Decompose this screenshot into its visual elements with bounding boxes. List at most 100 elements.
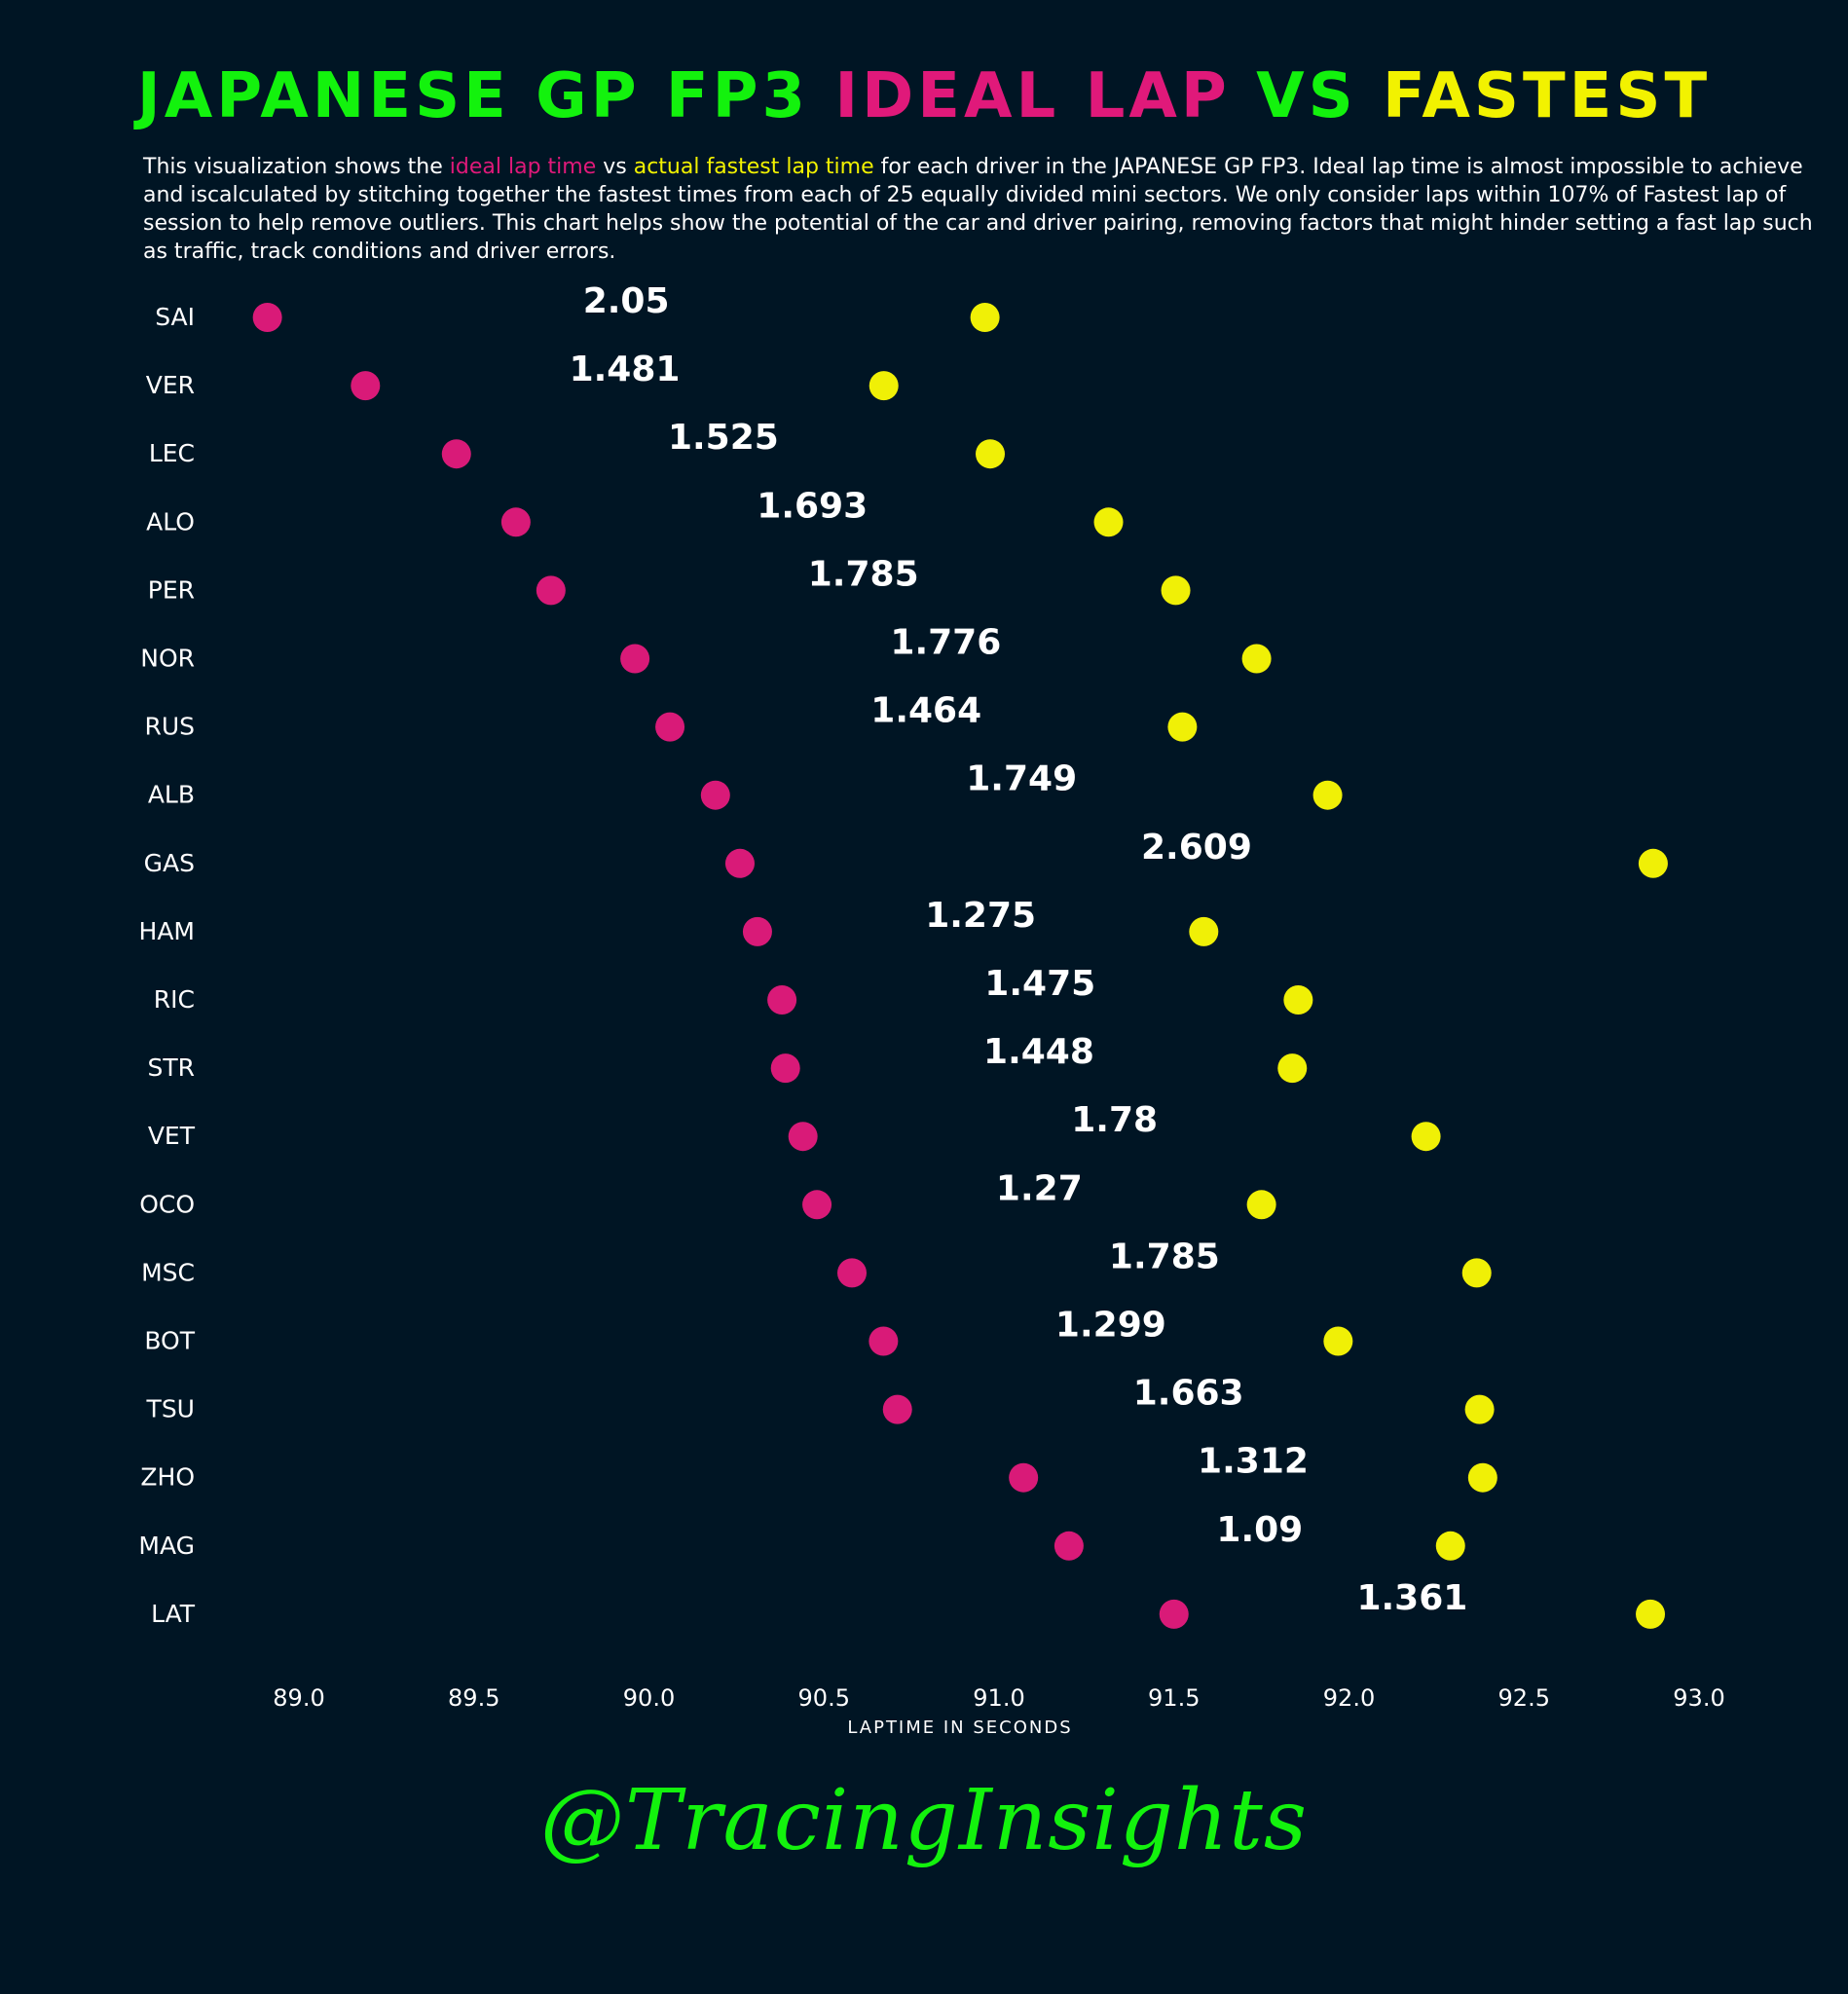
driver-row-oco: OCO 1.27 [139,1168,1276,1220]
chart-description: This visualization shows the ideal lap t… [143,153,1818,266]
driver-row-ham: HAM 1.275 [139,896,1219,946]
ideal-lap-dot [500,507,531,537]
ideal-lap-dot [620,644,650,674]
driver-label: MAG [138,1532,195,1560]
ideal-lap-dot [655,712,685,742]
gap-value-label: 1.749 [966,759,1077,799]
driver-label: RUS [144,713,195,741]
ideal-lap-dot [770,1053,800,1084]
title-part-event: JAPANESE GP FP3 [136,60,835,132]
fastest-lap-dot [1241,644,1272,674]
driver-label: NOR [140,645,195,673]
x-tick-label: 93.0 [1673,1684,1724,1712]
driver-label: SAI [155,303,195,331]
chart-rows: SAI 2.05 VER 1.481 LEC 1.525 ALO 1.693 PER 1.785 N… [138,281,1668,1629]
description-text-3: for each driver in the JAPANESE GP FP3. … [143,155,1813,264]
driver-label: MSC [141,1258,195,1286]
chart-title: JAPANESE GP FP3 IDEAL LAP VS FASTEST [0,60,1848,132]
ideal-lap-dot [882,1394,912,1424]
driver-row-ver: VER 1.481 [146,350,899,401]
x-tick-label: 91.5 [1148,1684,1200,1712]
fastest-lap-dot [1323,1326,1353,1356]
x-axis: 89.0 89.5 90.0 90.5 91.0 91.5 92.0 92.5 93.0 [273,1684,1724,1712]
gap-value-label: 1.299 [1055,1306,1166,1346]
x-tick-label: 90.0 [623,1684,675,1712]
ideal-lap-dot [536,575,566,606]
gap-value-label: 1.475 [984,964,1095,1004]
driver-row-zho: ZHO 1.312 [140,1442,1497,1493]
driver-label: RIC [154,985,195,1014]
driver-label: ZHO [140,1463,195,1492]
driver-label: GAS [144,849,195,877]
driver-label: VET [148,1122,196,1150]
driver-row-mag: MAG 1.09 [138,1510,1465,1561]
gap-value-label: 1.312 [1198,1442,1309,1482]
fastest-lap-dot [1638,848,1668,878]
description-ideal-highlight: ideal lap time [449,155,597,179]
fastest-lap-dot [1277,1053,1308,1084]
fastest-lap-dot [1411,1122,1441,1152]
ideal-lap-dot [742,916,772,946]
ideal-lap-dot [724,848,755,878]
ideal-lap-dot [1159,1599,1189,1629]
gap-value-label: 2.05 [583,281,670,321]
title-part-vs: VS [1230,60,1383,132]
gap-value-label: 1.448 [983,1032,1094,1072]
fastest-lap-dot [1464,1394,1495,1424]
fastest-lap-dot [1312,780,1343,810]
driver-row-alb: ALB 1.749 [148,759,1343,810]
gap-value-label: 2.609 [1141,828,1252,868]
driver-label: BOT [144,1327,195,1355]
ideal-lap-dot [252,303,282,332]
fastest-lap-dot [1093,507,1124,537]
description-actual-highlight: actual fastest lap time [633,155,874,179]
driver-label: LAT [151,1600,196,1628]
fastest-lap-dot [1161,575,1191,606]
gap-value-label: 1.776 [890,623,1001,663]
driver-label: TSU [146,1395,195,1423]
driver-row-msc: MSC 1.785 [141,1237,1492,1288]
fastest-lap-dot [1636,1599,1666,1629]
gap-value-label: 1.361 [1356,1578,1467,1618]
driver-label: ALO [146,507,195,535]
driver-label: PER [148,575,195,604]
gap-value-label: 1.525 [668,418,779,458]
driver-row-nor: NOR 1.776 [140,623,1272,674]
driver-row-lec: LEC 1.525 [149,418,1006,469]
gap-value-label: 1.78 [1071,1100,1158,1140]
ideal-lap-dot [351,371,381,401]
driver-row-vet: VET 1.78 [148,1100,1441,1152]
ideal-lap-dot [700,780,730,810]
x-tick-label: 92.0 [1323,1684,1375,1712]
fastest-lap-dot [1461,1258,1492,1288]
gap-value-label: 1.09 [1216,1510,1303,1550]
dumbbell-chart: SAI 2.05 VER 1.481 LEC 1.525 ALO 1.693 PER 1.785 N… [138,281,1724,1738]
gap-value-label: 1.27 [996,1168,1083,1208]
ideal-lap-dot [1009,1462,1039,1493]
ideal-lap-dot [837,1258,868,1288]
driver-row-ric: RIC 1.475 [154,964,1313,1015]
x-tick-label: 89.0 [273,1684,324,1712]
driver-label: OCO [139,1190,195,1218]
fastest-lap-dot [1435,1531,1465,1561]
driver-row-sai: SAI 2.05 [155,281,1000,332]
gap-value-label: 1.693 [757,486,868,526]
fastest-lap-dot [976,439,1006,469]
driver-row-per: PER 1.785 [148,554,1191,606]
x-axis-label: LAPTIME IN SECONDS [847,1717,1072,1738]
driver-row-lat: LAT 1.361 [151,1578,1666,1629]
driver-row-str: STR 1.448 [147,1032,1308,1084]
fastest-lap-dot [970,303,1000,332]
driver-label: ALB [148,781,195,809]
driver-label: VER [146,371,195,399]
ideal-lap-dot [441,439,471,469]
driver-row-rus: RUS 1.464 [144,691,1198,742]
fastest-lap-dot [869,371,899,401]
watermark-logo: @TracingInsights [540,1772,1308,1869]
driver-row-tsu: TSU 1.663 [146,1374,1495,1424]
fastest-lap-dot [1283,985,1313,1015]
gap-value-label: 1.663 [1133,1374,1244,1414]
x-tick-label: 92.5 [1498,1684,1550,1712]
x-tick-label: 91.0 [973,1684,1024,1712]
driver-row-bot: BOT 1.299 [144,1306,1353,1356]
